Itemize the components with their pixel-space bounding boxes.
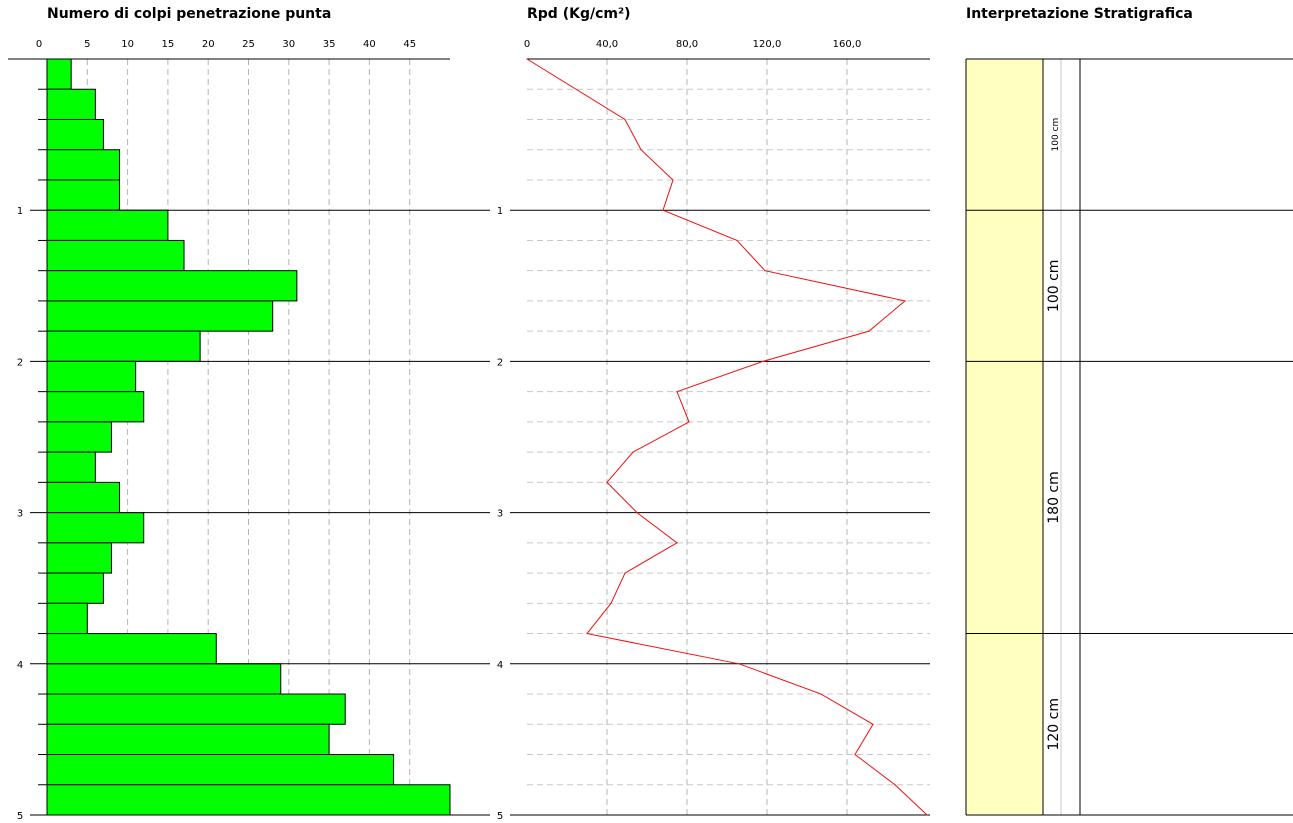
rpd-point <box>688 421 689 422</box>
blows-x-tick-label: 15 <box>162 39 175 50</box>
blows-bar <box>47 301 273 331</box>
rpd-point <box>676 391 677 392</box>
rpd-point <box>762 361 763 362</box>
rpd-x-tick-label: 0 <box>524 39 530 50</box>
rpd-depth-label: 5 <box>497 811 503 822</box>
rpd-x-tick-label: 160,0 <box>833 39 862 50</box>
blows-bar <box>47 694 345 724</box>
blows-depth-label: 4 <box>17 660 23 671</box>
rpd-point <box>872 724 873 725</box>
rpd-point <box>736 240 737 241</box>
rpd-depth-label: 3 <box>497 509 503 520</box>
strat-layer-fill <box>966 210 1043 361</box>
rpd-point <box>854 754 855 755</box>
rpd-point <box>632 452 633 453</box>
blows-bar <box>47 331 200 361</box>
blows-bar <box>47 724 329 754</box>
rpd-point <box>662 210 663 211</box>
blows-depth-label: 1 <box>17 206 23 217</box>
rpd-point <box>636 512 637 513</box>
strat-layer-label: 120 cm <box>1046 698 1062 751</box>
blows-bar <box>47 755 394 785</box>
blows-bar <box>47 392 144 422</box>
rpd-point <box>526 58 527 59</box>
rpd-x-tick-label: 40,0 <box>596 39 618 50</box>
rpd-point <box>610 603 611 604</box>
blows-bar <box>47 271 297 301</box>
blows-x-tick-label: 0 <box>36 39 42 50</box>
strat-layer-label: 100 cm <box>1051 118 1061 152</box>
rpd-x-tick-label: 80,0 <box>676 39 698 50</box>
strat-layer-fill <box>966 634 1043 815</box>
blows-bar <box>47 513 144 543</box>
rpd-point <box>764 270 765 271</box>
blows-bar <box>47 785 450 815</box>
blows-bar <box>47 664 281 694</box>
rpd-point <box>904 300 905 301</box>
blows-x-tick-label: 25 <box>242 39 255 50</box>
rpd-point <box>894 784 895 785</box>
strat-layer-fill <box>966 59 1043 210</box>
rpd-point <box>624 572 625 573</box>
blows-x-tick-label: 10 <box>121 39 134 50</box>
blows-bar <box>47 210 168 240</box>
blows-bar <box>47 59 71 89</box>
blows-bar <box>47 603 87 633</box>
rpd-series-line <box>527 59 927 815</box>
rpd-point <box>606 482 607 483</box>
blows-bar <box>47 119 103 149</box>
blows-bar <box>47 543 111 573</box>
blows-x-tick-label: 40 <box>363 39 376 50</box>
blows-depth-label: 2 <box>17 357 23 368</box>
blows-x-tick-label: 5 <box>84 39 90 50</box>
rpd-point <box>738 663 739 664</box>
rpd-depth-label: 2 <box>497 357 503 368</box>
rpd-point <box>820 693 821 694</box>
blows-depth-label: 3 <box>17 509 23 520</box>
blows-bar <box>47 573 103 603</box>
blows-x-tick-label: 20 <box>202 39 215 50</box>
strat-layer-label: 100 cm <box>1046 260 1062 313</box>
rpd-chart: 0 40,0 80,0 120,0 160,0 1 2 3 4 5 <box>497 39 930 822</box>
blows-bar <box>47 452 95 482</box>
blows-x-tick-label: 45 <box>403 39 416 50</box>
blows-bar <box>47 361 136 391</box>
rpd-point <box>586 633 587 634</box>
stratigraphy-column: 100 cm 100 cm 180 cm 120 cm <box>966 59 1293 815</box>
blows-x-tick-label: 30 <box>282 39 295 50</box>
rpd-point <box>926 814 927 815</box>
rpd-point <box>868 331 869 332</box>
blows-bar <box>47 482 120 512</box>
strat-layer-fill <box>966 361 1043 633</box>
blows-bar <box>47 240 184 270</box>
rpd-point <box>640 149 641 150</box>
blows-x-tick-label: 35 <box>323 39 336 50</box>
blows-bar <box>47 634 216 664</box>
rpd-point <box>672 179 673 180</box>
blows-bar <box>47 422 111 452</box>
blows-bar <box>47 150 120 180</box>
rpd-point <box>624 119 625 120</box>
rpd-depth-label: 4 <box>497 660 503 671</box>
strat-layer-label: 180 cm <box>1046 471 1062 524</box>
blows-bar <box>47 180 120 210</box>
blows-bar <box>47 89 95 119</box>
rpd-x-tick-label: 120,0 <box>753 39 782 50</box>
rpd-point <box>676 542 677 543</box>
blows-depth-label: 5 <box>17 811 23 822</box>
rpd-depth-label: 1 <box>497 206 503 217</box>
